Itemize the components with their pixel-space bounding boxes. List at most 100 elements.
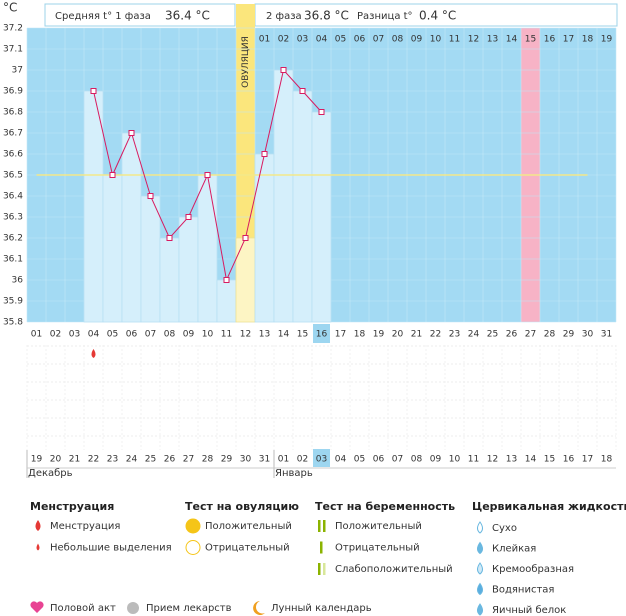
x-tick-label: 06 — [126, 330, 138, 340]
calendar-date: 22 — [88, 455, 99, 465]
x-tick-label: 27 — [525, 330, 536, 340]
calendar-date: 20 — [50, 455, 62, 465]
legend-item: Клейкая — [492, 544, 536, 555]
x-tick-label: 24 — [468, 330, 480, 340]
marker — [147, 193, 154, 199]
legend-item: Лунный календарь — [271, 603, 372, 614]
legend-icon — [320, 541, 323, 554]
marker — [242, 235, 249, 241]
calendar-date: 28 — [202, 455, 214, 465]
marker — [166, 235, 173, 241]
legend-item: Половой акт — [50, 603, 116, 614]
marker — [299, 88, 306, 94]
calendar-date: 10 — [449, 455, 461, 465]
phase2-day: 13 — [487, 35, 498, 45]
legend-icon — [318, 563, 321, 575]
bar — [178, 216, 199, 323]
phase2-day: 04 — [316, 35, 328, 45]
phase2-day: 06 — [354, 35, 366, 45]
phase2-day: 03 — [297, 35, 308, 45]
x-tick-label: 10 — [202, 330, 214, 340]
x-tick-label: 25 — [487, 330, 498, 340]
y-tick-label: 36.1 — [3, 255, 23, 265]
calendar-date: 26 — [164, 455, 176, 465]
legend-item: Водянистая — [492, 585, 554, 596]
calendar-date: 06 — [373, 455, 385, 465]
phase2-day: 14 — [506, 35, 518, 45]
menstruation-drop — [91, 349, 96, 358]
month-label: Декабрь — [28, 468, 73, 479]
legend-icon — [323, 520, 326, 532]
x-tick-label: 18 — [354, 330, 366, 340]
phase2-day: 07 — [373, 35, 384, 45]
diff-label: Разница t° — [357, 11, 413, 22]
y-tick-label: 36.7 — [3, 129, 23, 139]
calendar-date: 02 — [297, 455, 308, 465]
x-tick-label: 23 — [449, 330, 460, 340]
calendar-date: 27 — [183, 455, 194, 465]
legend-icon — [36, 543, 40, 551]
phase2-day: 10 — [430, 35, 442, 45]
marker — [261, 151, 268, 157]
y-tick-label: 36.6 — [3, 150, 23, 160]
calendar-date: 14 — [525, 455, 537, 465]
legend-item: Отрицательный — [205, 543, 290, 554]
legend-icon — [35, 520, 41, 531]
x-tick-label: 01 — [31, 330, 42, 340]
bar — [235, 237, 256, 323]
marker — [109, 172, 116, 178]
x-tick-label: 21 — [411, 330, 422, 340]
legend-item: Слабоположительный — [335, 564, 453, 575]
calendar-date: 05 — [354, 455, 365, 465]
x-tick-label: 03 — [69, 330, 80, 340]
x-tick-label: 29 — [563, 330, 575, 340]
phase2-day: 17 — [563, 35, 574, 45]
y-tick-label: 35.9 — [3, 297, 23, 307]
calendar-date: 16 — [563, 455, 575, 465]
calendar-date: 13 — [506, 455, 517, 465]
y-unit: °C — [3, 1, 17, 15]
calendar-date: 11 — [468, 455, 479, 465]
legend-title: Тест на беременность — [315, 500, 455, 513]
legend-icon — [185, 540, 201, 555]
calendar-date: 19 — [31, 455, 43, 465]
calendar-date: 07 — [392, 455, 403, 465]
bar — [273, 69, 294, 323]
phase2-day: 08 — [392, 35, 404, 45]
x-tick-label: 02 — [50, 330, 61, 340]
today-date-box — [313, 449, 330, 467]
legend-item: Небольшие выделения — [50, 543, 172, 554]
legend-item: Положительный — [205, 521, 292, 532]
diff-value: 0.4 °C — [419, 9, 456, 23]
phase1-label: Средняя t° 1 фаза — [55, 11, 151, 22]
legend-icon — [30, 601, 44, 613]
bar — [83, 90, 104, 323]
bar — [216, 279, 237, 323]
y-tick-label: 37 — [12, 66, 23, 76]
y-tick-label: 36.3 — [3, 213, 23, 223]
marker — [128, 130, 135, 136]
x-tick-label: 30 — [582, 330, 594, 340]
bar — [140, 195, 161, 323]
marker — [185, 214, 192, 220]
y-tick-label: 37.2 — [3, 24, 23, 34]
x-tick-label: 22 — [430, 330, 441, 340]
legend-icon — [323, 563, 326, 575]
x-tick-label: 08 — [164, 330, 176, 340]
ovulation-label: ОВУЛЯЦИЯ — [241, 36, 251, 88]
x-tick-label: 04 — [88, 330, 100, 340]
calendar-date: 09 — [430, 455, 442, 465]
bar — [311, 111, 332, 323]
marker — [318, 109, 325, 115]
phase2-value: 36.8 °C — [304, 9, 349, 23]
calendar-date: 24 — [126, 455, 138, 465]
legend-item: Сухо — [492, 523, 517, 534]
phase2-day: 15 — [525, 35, 536, 45]
calendar-date: 01 — [278, 455, 289, 465]
legend-title: Менструация — [30, 500, 114, 513]
x-tick-label: 05 — [107, 330, 118, 340]
phase2-day: 19 — [601, 35, 613, 45]
y-tick-label: 35.8 — [3, 318, 23, 328]
